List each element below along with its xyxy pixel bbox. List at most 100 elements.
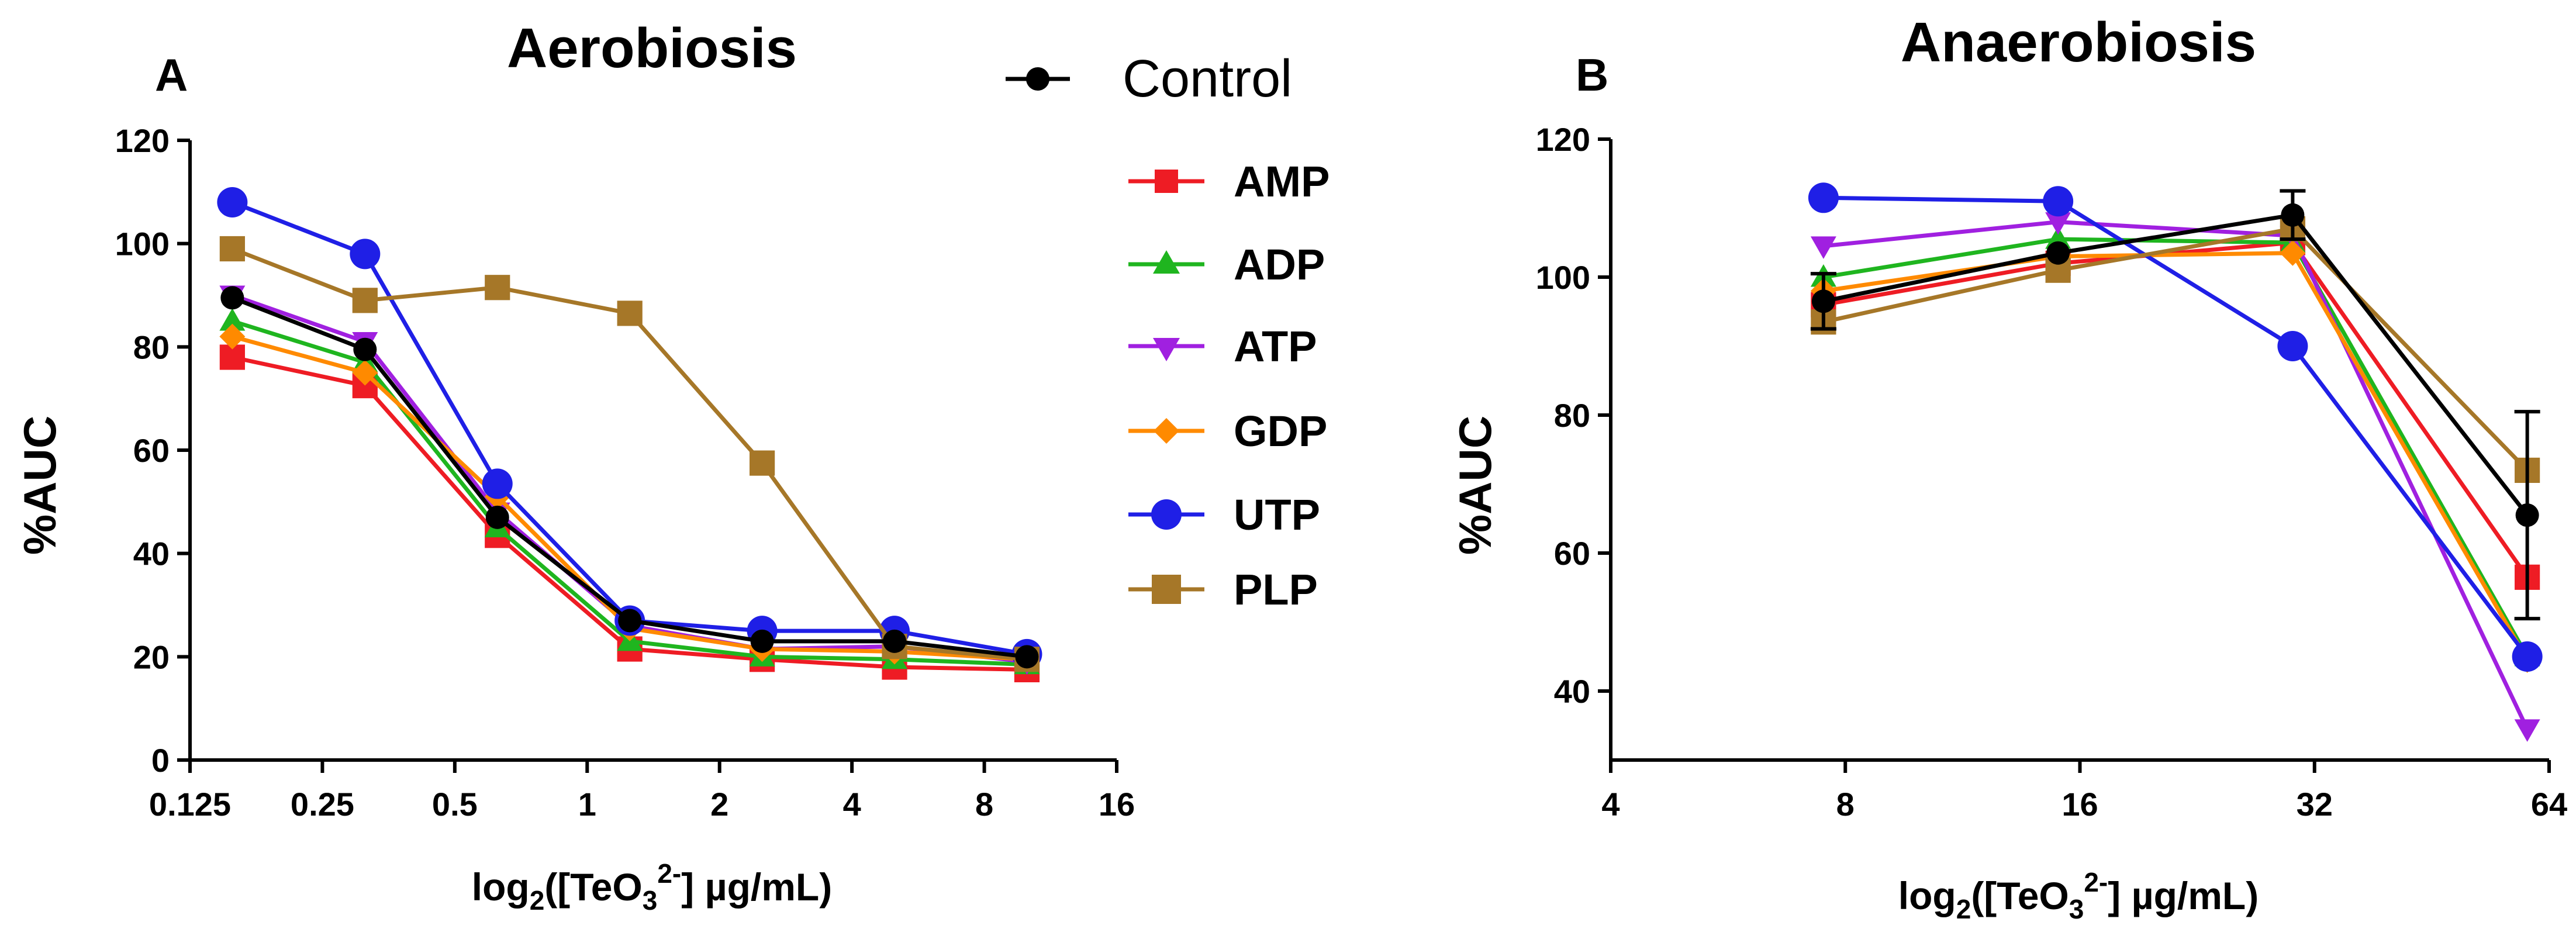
data-point-adp [219,308,246,331]
data-point-atp [1810,236,1836,259]
panel-letter-a: A [155,49,188,101]
data-point-control [2281,203,2305,227]
legend-marker-atp [1153,338,1180,361]
x-tick-label: 4 [1601,786,1620,823]
y-axis-label-b: %AUC [1449,416,1501,555]
series-line-utp [232,200,1028,657]
chart-title-aerobiosis: Aerobiosis [507,17,797,80]
chart-title-anaerobiosis: Anaerobiosis [1901,11,2256,74]
data-point-plp [617,301,643,326]
x-tick-label: 4 [843,786,861,823]
data-point-utp [2512,641,2543,672]
series-line-utp [1823,195,2529,658]
data-point-utp [2277,331,2308,361]
data-point-atp [2514,719,2540,742]
legend-label-gdp: GDP [1234,407,1327,455]
data-point-gdp [352,360,378,386]
y-tick-label: 0 [151,742,170,779]
x-tick-label: 8 [975,786,993,823]
series-control [220,286,1039,669]
legend-label-atp: ATP [1234,322,1317,371]
series-line-atp [1823,220,2529,730]
x-tick-label: 0.5 [432,786,478,823]
data-point-utp [350,239,381,270]
x-tick-label: 2 [710,786,728,823]
x-tick-label: 64 [2531,786,2567,823]
legend-marker-utp [1151,499,1182,530]
plot-area-b [1808,182,2543,742]
panel-aerobiosis: A Aerobiosis %AUC log2([TeO32-] µg/mL) 0… [14,17,1135,916]
y-axis-label-a: %AUC [14,416,65,555]
y-tick-label: 40 [133,536,170,572]
data-point-utp [482,468,513,499]
y-tick-label: 60 [133,432,170,469]
data-point-adp [2045,226,2071,249]
data-point-control [2515,503,2539,527]
plot-area-a [217,187,1042,683]
series-gdp [1810,240,2540,673]
y-tick-label: 80 [133,329,170,365]
data-point-control [1811,289,1835,313]
data-point-control [353,337,377,361]
y-tick-label: 120 [115,122,170,159]
x-axis-label-a: log2([TeO32-] µg/mL) [472,858,832,916]
legend-item-gdp: GDP [1128,407,1327,455]
y-tick-label: 40 [1554,673,1590,710]
x-axis-label-b: log2([TeO32-] µg/mL) [1898,867,2259,924]
y-tick-label: 120 [1536,121,1590,158]
x-tick-label: 0.125 [149,786,231,823]
x-tick-label: 16 [1099,786,1135,823]
legend-item-control: Control [1006,50,1292,108]
data-point-plp [485,275,510,301]
legend-label-plp: PLP [1234,565,1318,614]
series-utp [1808,182,2543,672]
series-line-gdp [1823,251,2529,661]
legend-label-adp: ADP [1234,240,1325,289]
data-point-utp [217,187,248,217]
data-point-plp [352,288,378,313]
data-point-atp [2045,212,2071,235]
series-utp [217,187,1042,669]
x-tick-label: 0.25 [291,786,354,823]
data-point-utp [2043,186,2074,217]
series-line-amp [1823,240,2529,579]
legend-label-utp: UTP [1234,491,1320,539]
data-point-plp [219,236,245,262]
panel-letter-b: B [1576,49,1608,101]
x-tick-label: 32 [2297,786,2333,823]
series-amp [1811,230,2540,590]
data-point-control [220,286,244,310]
data-point-gdp [219,323,246,350]
data-point-utp [1808,182,1839,213]
data-point-control [618,609,642,633]
legend-item-atp: ATP [1128,322,1317,371]
data-point-control [883,629,907,653]
y-tick-label: 100 [1536,259,1590,296]
axes-a: 0 20 40 60 80 100 120 0.125 0.25 0.5 1 2 4 8 16 [115,122,1135,823]
series-line-adp [1823,237,2529,658]
series-line-control [232,296,1027,659]
axes-b: 40 60 80 100 120 4 8 16 32 64 [1536,121,2568,823]
y-tick-label: 80 [1554,397,1590,434]
y-tick-label: 60 [1554,535,1590,572]
legend-item-amp: AMP [1128,157,1330,206]
series-atp [1810,212,2540,742]
data-point-control [485,505,509,529]
series-line-control [1823,213,2529,517]
y-tick-label: 20 [133,638,170,675]
legend-item-utp: UTP [1128,491,1320,539]
series-adp [1810,226,2540,666]
panel-anaerobiosis: B Anaerobiosis %AUC log2([TeO32-] µg/mL)… [1449,11,2567,924]
y-tick-label: 100 [115,226,170,263]
series-line-plp [1823,226,2529,472]
legend-marker-gdp [1154,418,1179,444]
data-point-gdp [2280,240,2306,266]
legend-marker-amp [1155,170,1178,193]
legend-label-control: Control [1123,50,1292,108]
legend-item-adp: ADP [1128,240,1325,289]
series-control [1810,189,2540,621]
x-tick-label: 8 [1836,786,1855,823]
legend-marker-plp [1152,575,1181,604]
legend-item-plp: PLP [1128,565,1318,614]
